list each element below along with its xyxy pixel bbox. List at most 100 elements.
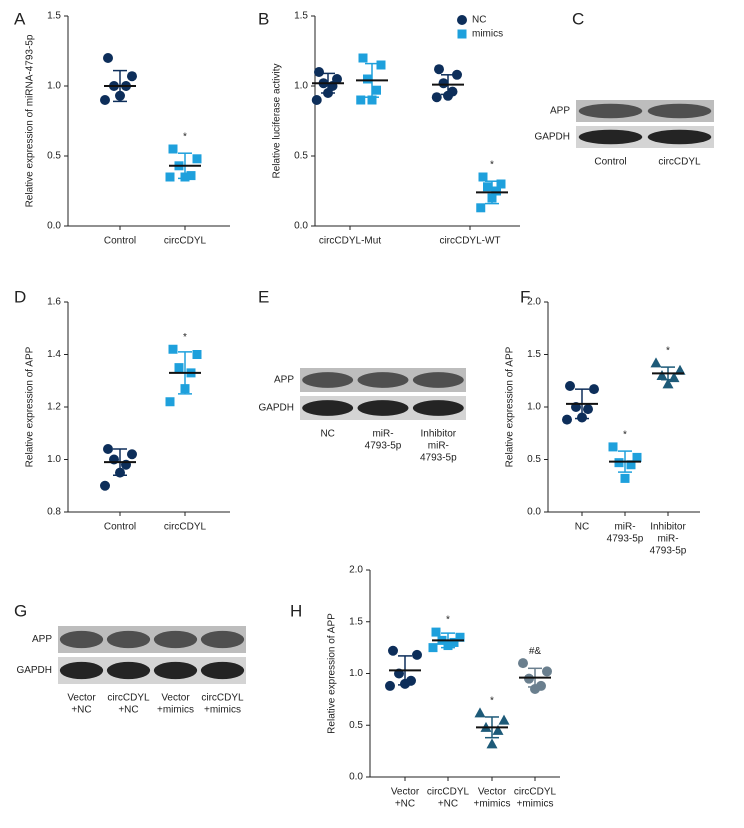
data-point <box>103 53 113 63</box>
blot-band <box>153 630 198 649</box>
x-tick-label: miR- <box>657 534 678 545</box>
y-tick-label: 0.0 <box>294 221 308 232</box>
x-tick-label: circCDYL <box>164 236 207 247</box>
x-tick-label: +NC <box>438 799 458 810</box>
data-point <box>385 680 395 691</box>
blot-row-label: GAPDH <box>16 665 52 676</box>
data-point <box>455 632 465 642</box>
significance-label: * <box>183 332 187 343</box>
blot-lane-label: +NC <box>118 705 138 716</box>
y-tick-label: 1.0 <box>294 81 308 92</box>
blot-lane-label: miR- <box>372 429 393 440</box>
y-tick-label: 1.5 <box>349 616 363 627</box>
data-point <box>614 458 624 468</box>
data-point <box>358 53 368 63</box>
legend-marker <box>457 29 467 39</box>
y-axis-label: Relative expression of miRNA-4793-5p <box>25 34 36 207</box>
legend-label: NC <box>472 15 486 26</box>
data-point <box>449 637 459 647</box>
data-point <box>674 364 686 375</box>
data-point <box>476 203 486 213</box>
blot-band <box>578 129 643 145</box>
significance-label: * <box>446 615 450 626</box>
blot-lane-label: 4793-5p <box>420 453 457 464</box>
legend-label: mimics <box>472 29 503 40</box>
blot-lane-label: Inhibitor <box>421 429 457 440</box>
data-point <box>127 71 137 82</box>
y-tick-label: 1.4 <box>47 349 61 360</box>
data-point <box>165 397 175 407</box>
panel-letter: A <box>14 9 26 28</box>
significance-label: #& <box>529 646 542 657</box>
y-tick-label: 2.0 <box>527 297 541 308</box>
data-point <box>474 707 486 718</box>
blot-row-label: APP <box>32 634 52 645</box>
significance-label: * <box>490 695 494 706</box>
blot-lane-label: circCDYL <box>201 693 244 704</box>
data-point <box>314 67 324 77</box>
blot-lane-label: Control <box>594 157 626 168</box>
y-tick-label: 0.5 <box>527 454 541 465</box>
y-tick-label: 0.5 <box>47 151 61 162</box>
data-point <box>168 144 178 154</box>
significance-label: * <box>666 346 670 357</box>
data-point <box>100 480 110 491</box>
significance-label: * <box>490 160 494 171</box>
blot-row-label: APP <box>550 106 570 117</box>
data-point <box>443 90 453 101</box>
blot-band <box>59 661 104 680</box>
y-axis-label: Relative expression of APP <box>327 613 338 734</box>
y-tick-label: 2.0 <box>349 565 363 576</box>
data-point <box>518 658 528 669</box>
data-point <box>412 649 422 660</box>
data-point <box>492 186 501 196</box>
y-tick-label: 0.0 <box>527 507 541 518</box>
y-tick-label: 1.5 <box>527 349 541 360</box>
data-point <box>165 172 175 182</box>
data-point <box>311 95 322 105</box>
x-tick-label: Control <box>104 522 136 533</box>
data-point <box>168 344 178 354</box>
y-tick-label: 0.8 <box>47 507 61 518</box>
blot-band <box>200 630 245 649</box>
y-tick-label: 0.0 <box>47 221 61 232</box>
panel-letter: B <box>258 9 269 28</box>
y-tick-label: 1.6 <box>47 297 61 308</box>
data-point <box>498 714 510 725</box>
y-axis-label: Relative luciferase activity <box>272 63 283 178</box>
blot-band <box>412 372 464 388</box>
blot-row-label: GAPDH <box>258 403 294 414</box>
significance-label: * <box>623 430 627 441</box>
data-point <box>431 92 442 103</box>
y-axis-label: Relative expression of APP <box>505 346 516 467</box>
y-tick-label: 1.0 <box>47 81 61 92</box>
panel-letter: D <box>14 287 26 306</box>
data-point <box>438 78 449 89</box>
y-tick-label: 1.0 <box>349 668 363 679</box>
y-tick-label: 0.0 <box>349 772 363 783</box>
data-point <box>583 404 593 415</box>
x-tick-label: +mimics <box>517 799 554 810</box>
blot-band <box>302 400 354 416</box>
blot-lane-label: 4793-5p <box>365 441 402 452</box>
blot-band <box>647 103 712 119</box>
data-point <box>428 643 438 653</box>
blot-lane-label: +mimics <box>204 705 241 716</box>
data-point <box>376 60 386 70</box>
data-point <box>650 357 662 368</box>
blot-band <box>647 129 712 145</box>
x-tick-label: circCDYL <box>427 787 470 798</box>
blot-band <box>412 400 464 416</box>
x-tick-label: Vector <box>478 787 507 798</box>
y-tick-label: 1.2 <box>47 402 61 413</box>
blot-lane-label: NC <box>320 429 334 440</box>
y-tick-label: 0.5 <box>294 151 308 162</box>
data-point <box>127 449 137 460</box>
x-tick-label: miR- <box>614 522 635 533</box>
blot-band <box>357 400 409 416</box>
blot-band <box>200 661 245 680</box>
data-point <box>524 673 534 684</box>
panel-letter: E <box>258 287 269 306</box>
y-tick-label: 0.5 <box>349 720 363 731</box>
